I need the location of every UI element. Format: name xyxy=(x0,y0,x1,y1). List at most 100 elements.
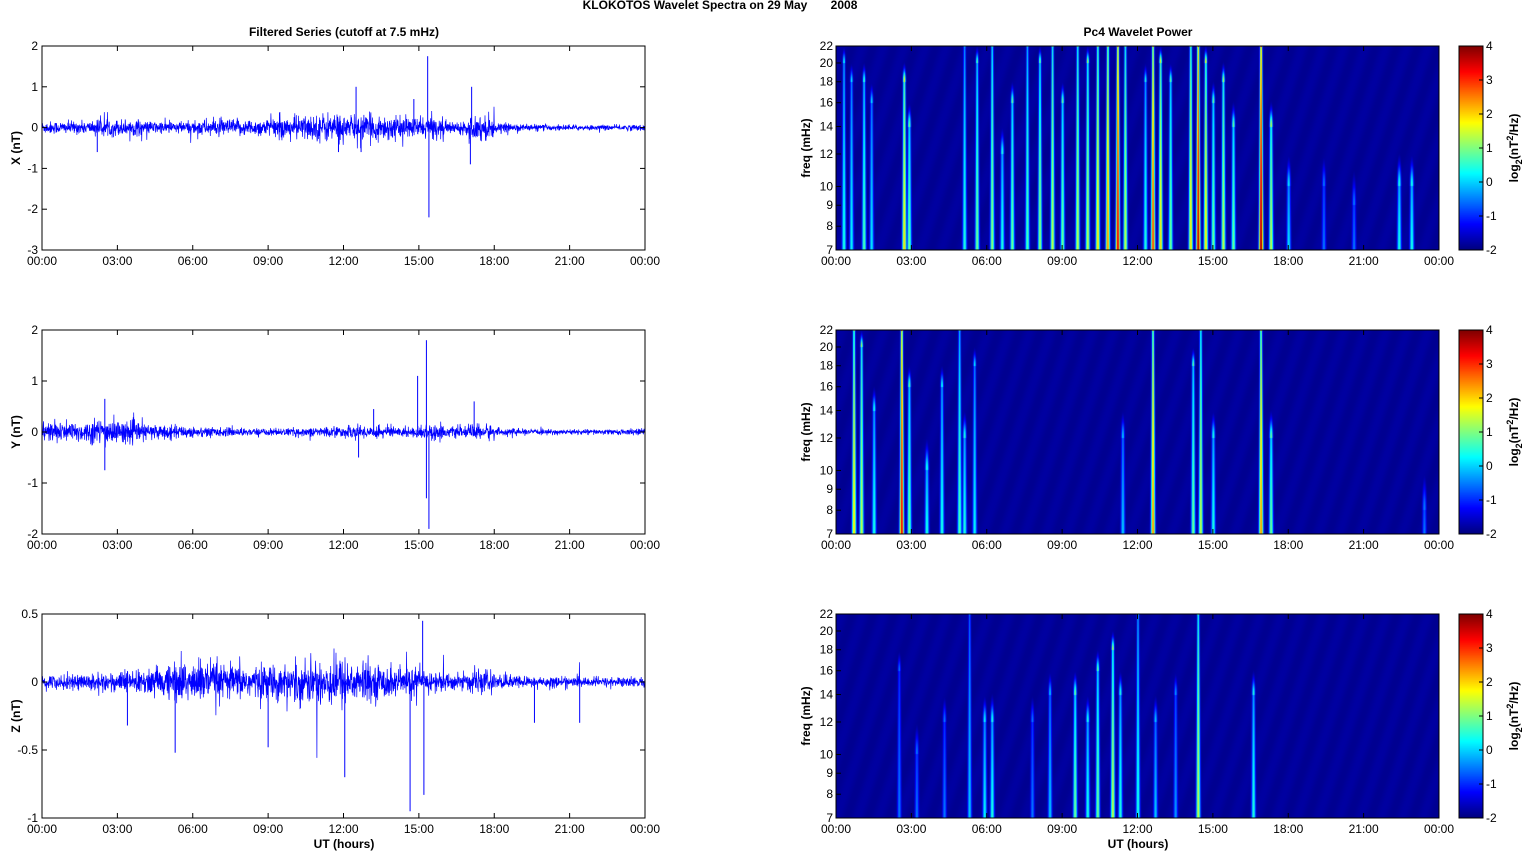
x-tick-label: 15:00 xyxy=(404,538,434,552)
x-tick-label: 09:00 xyxy=(253,822,283,836)
colorbar-tick-label: 1 xyxy=(1486,141,1493,155)
y-tick-label: 0 xyxy=(31,675,38,689)
freq-tick-label: 14 xyxy=(820,688,834,702)
x-tick-label: 06:00 xyxy=(972,538,1002,552)
y-tick-label: 1 xyxy=(31,80,38,94)
spectrogram-frame xyxy=(835,613,1440,819)
freq-tick-label: 18 xyxy=(820,643,834,657)
freq-tick-label: 20 xyxy=(820,56,834,70)
spectrogram-frame xyxy=(835,329,1440,535)
freq-tick-label: 22 xyxy=(820,323,834,337)
x-tick-label: 03:00 xyxy=(102,254,132,268)
y-tick-label: 2 xyxy=(31,323,38,337)
x-tick-label: 03:00 xyxy=(102,822,132,836)
x-tick-label: 21:00 xyxy=(1349,254,1379,268)
x-tick-label: 09:00 xyxy=(1047,254,1077,268)
freq-axis-label: freq (mHz) xyxy=(799,402,813,461)
freq-tick-label: 20 xyxy=(820,624,834,638)
y-tick-label: -0.5 xyxy=(17,743,38,757)
colorbar-label: log2(nT2/Hz) xyxy=(1505,114,1524,183)
freq-tick-label: 8 xyxy=(826,787,833,801)
freq-tick-label: 8 xyxy=(826,219,833,233)
freq-tick-label: 10 xyxy=(820,463,834,477)
x-tick-label: 12:00 xyxy=(1122,538,1152,552)
colorbar-tick-label: 0 xyxy=(1486,175,1493,189)
colorbar-tick-label: 3 xyxy=(1486,357,1493,371)
x-tick-label: 15:00 xyxy=(1198,254,1228,268)
freq-tick-label: 14 xyxy=(820,120,834,134)
y-tick-label: 0 xyxy=(31,121,38,135)
x-tick-label: 15:00 xyxy=(1198,538,1228,552)
freq-tick-label: 16 xyxy=(820,664,834,678)
trace-Z xyxy=(41,648,646,758)
colorbar-tick-label: 3 xyxy=(1486,73,1493,87)
plot-frame xyxy=(41,613,646,819)
x-tick-label: 06:00 xyxy=(972,254,1002,268)
x-tick-label: 00:00 xyxy=(821,822,851,836)
trace-X xyxy=(41,106,645,149)
x-tick-label: 15:00 xyxy=(404,254,434,268)
x-tick-label: 18:00 xyxy=(479,822,509,836)
freq-axis-label: freq (mHz) xyxy=(799,686,813,745)
x-tick-label: 12:00 xyxy=(328,538,358,552)
colorbar-tick-label: 3 xyxy=(1486,641,1493,655)
colorbar-tick-label: 2 xyxy=(1486,675,1493,689)
freq-tick-label: 10 xyxy=(820,747,834,761)
x-tick-label: 00:00 xyxy=(27,538,57,552)
x-tick-label: 00:00 xyxy=(630,254,660,268)
x-tick-label: 15:00 xyxy=(404,822,434,836)
x-tick-label: 00:00 xyxy=(1424,538,1454,552)
y-axis-label: Z (nT) xyxy=(9,699,23,732)
y-tick-label: 2 xyxy=(31,39,38,53)
spectrogram-frame xyxy=(835,45,1440,251)
freq-tick-label: 9 xyxy=(826,482,833,496)
colorbar-tick-label: -2 xyxy=(1486,243,1497,257)
colorbar-tick-label: 1 xyxy=(1486,709,1493,723)
colorbar-tick-label: -1 xyxy=(1486,493,1497,507)
spectrogram-z xyxy=(836,614,1439,818)
freq-tick-label: 18 xyxy=(820,359,834,373)
y-tick-label: -1 xyxy=(27,161,38,175)
x-tick-label: 03:00 xyxy=(896,822,926,836)
x-tick-label: 00:00 xyxy=(821,538,851,552)
colorbar-tick-label: 2 xyxy=(1486,391,1493,405)
colorbar-tick-label: 4 xyxy=(1486,323,1493,337)
x-tick-label: 21:00 xyxy=(555,822,585,836)
x-tick-label: 12:00 xyxy=(1122,822,1152,836)
x-tick-label: 15:00 xyxy=(1198,822,1228,836)
freq-tick-label: 12 xyxy=(820,431,834,445)
freq-tick-label: 14 xyxy=(820,404,834,418)
x-tick-label: 09:00 xyxy=(253,254,283,268)
x-tick-label: 12:00 xyxy=(328,254,358,268)
freq-tick-label: 20 xyxy=(820,340,834,354)
spectrogram-y xyxy=(836,330,1439,534)
x-tick-label: 00:00 xyxy=(821,254,851,268)
x-tick-label: 18:00 xyxy=(1273,254,1303,268)
y-axis-label: X (nT) xyxy=(9,131,23,165)
x-tick-label: 18:00 xyxy=(479,538,509,552)
y-tick-label: 0.5 xyxy=(21,607,38,621)
left-column-title: Filtered Series (cutoff at 7.5 mHz) xyxy=(249,25,439,39)
x-tick-label: 21:00 xyxy=(1349,822,1379,836)
right-column-title: Pc4 Wavelet Power xyxy=(1084,25,1193,39)
x-tick-label: 00:00 xyxy=(1424,254,1454,268)
x-tick-label: 06:00 xyxy=(178,822,208,836)
freq-tick-label: 8 xyxy=(826,503,833,517)
x-tick-label: 06:00 xyxy=(178,538,208,552)
freq-axis-label: freq (mHz) xyxy=(799,118,813,177)
freq-tick-label: 10 xyxy=(820,179,834,193)
trace-Y xyxy=(41,412,645,448)
y-tick-label: -1 xyxy=(27,811,38,825)
colorbar-label: log2(nT2/Hz) xyxy=(1505,682,1524,751)
colorbar-label: log2(nT2/Hz) xyxy=(1505,398,1524,467)
freq-tick-label: 16 xyxy=(820,96,834,110)
colorbar-tick-label: 1 xyxy=(1486,425,1493,439)
y-tick-label: 0 xyxy=(31,425,38,439)
y-tick-label: 1 xyxy=(31,374,38,388)
y-tick-label: -2 xyxy=(27,527,38,541)
colorbar-tick-label: 4 xyxy=(1486,39,1493,53)
colorbar-tick-label: 4 xyxy=(1486,607,1493,621)
freq-tick-label: 9 xyxy=(826,766,833,780)
y-tick-label: -3 xyxy=(27,243,38,257)
x-tick-label: 21:00 xyxy=(555,254,585,268)
